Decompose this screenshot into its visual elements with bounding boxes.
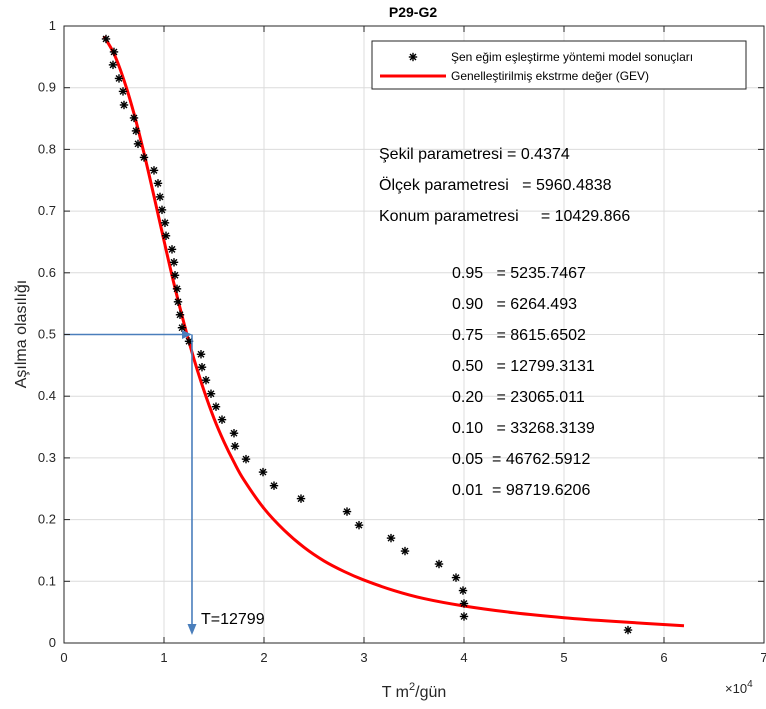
y-tick-label: 0.4	[38, 388, 56, 403]
quantile-line: 0.10 = 33268.3139	[452, 420, 595, 437]
data-point	[201, 375, 211, 385]
x-tick-label: 1	[160, 650, 167, 665]
data-point	[458, 586, 468, 595]
y-tick-label: 0.1	[38, 573, 56, 588]
quantile-line: 0.90 = 6264.493	[452, 296, 577, 313]
x-axis-label: T m2/gün	[382, 681, 447, 701]
quantile-line: 0.05 = 46762.5912	[452, 451, 590, 468]
data-point	[459, 612, 469, 621]
data-point	[160, 218, 170, 228]
data-point	[175, 310, 185, 319]
data-point	[217, 415, 227, 424]
parameter-line: Konum parametresi = 10429.866	[379, 208, 630, 225]
y-tick-label: 0.2	[38, 512, 56, 527]
data-point	[354, 520, 364, 530]
data-point	[623, 625, 633, 635]
data-point	[459, 599, 469, 608]
y-tick-label: 0.3	[38, 450, 56, 465]
y-tick-label: 1	[49, 18, 56, 33]
data-point	[269, 481, 279, 490]
x-tick-label: 6	[660, 650, 667, 665]
data-point	[101, 34, 111, 44]
legend-scatter-marker	[408, 52, 418, 62]
data-point	[149, 166, 159, 175]
data-point	[229, 429, 239, 438]
data-point	[241, 454, 251, 464]
x-tick-label: 4	[460, 650, 467, 665]
data-point	[169, 258, 179, 267]
gev-curve	[102, 35, 685, 628]
legend-scatter-label: Şen eğim eşleştirme yöntemi model sonuçl…	[451, 50, 693, 64]
data-point	[434, 559, 444, 569]
data-point	[131, 126, 141, 136]
x-tick-label: 2	[260, 650, 267, 665]
x-axis-exponent: ×104	[725, 679, 753, 696]
x-tick-label: 3	[360, 650, 367, 665]
y-axis-label: Aşılma olasılığı	[13, 280, 30, 388]
y-tick-label: 0.7	[38, 203, 56, 218]
parameter-line: Şekil parametresi = 0.4374	[379, 146, 570, 163]
quantile-line: 0.50 = 12799.3131	[452, 358, 595, 375]
y-tick-label: 0.8	[38, 141, 56, 156]
data-point	[119, 100, 129, 110]
y-tick-label: 0	[49, 635, 56, 650]
quantile-line: 0.01 = 98719.6206	[452, 482, 590, 499]
data-point	[400, 546, 410, 556]
data-point	[296, 494, 306, 503]
data-point	[451, 573, 461, 582]
data-point	[172, 284, 182, 294]
data-point	[258, 467, 268, 477]
data-point	[211, 402, 221, 411]
data-point	[167, 245, 177, 254]
chart-title: P29-G2	[389, 4, 437, 20]
data-point	[129, 113, 139, 123]
data-point	[206, 389, 216, 398]
parameter-annotations: Şekil parametresi = 0.4374 Ölçek parametr…	[379, 146, 630, 499]
data-point	[109, 47, 119, 57]
data-point	[170, 271, 180, 280]
data-point	[197, 363, 207, 372]
legend-asterisk	[408, 52, 418, 62]
data-point	[108, 60, 118, 70]
data-point	[173, 297, 183, 306]
data-point	[153, 179, 163, 188]
quantile-line: 0.75 = 8615.6502	[452, 327, 586, 344]
arrow-head-right	[181, 330, 192, 339]
data-point	[342, 507, 352, 516]
data-point	[155, 192, 165, 202]
data-point	[196, 350, 206, 359]
data-point	[157, 205, 167, 215]
y-tick-label: 0.9	[38, 80, 56, 95]
gev-curve-layer	[102, 35, 685, 628]
data-point	[161, 231, 171, 240]
y-axis-ticks: 0 0.1 0.2 0.3 0.4 0.5 0.6 0.7 0.8 0.9 1	[38, 18, 764, 650]
arrow-label: T=12799	[201, 611, 265, 628]
x-axis-ticks: 0 1 2 3 4 5 6 7	[60, 26, 766, 665]
y-tick-label: 0.6	[38, 265, 56, 280]
x-tick-label: 5	[560, 650, 567, 665]
data-point	[133, 139, 143, 149]
data-point	[114, 74, 124, 83]
arrow-head-down	[187, 624, 197, 635]
legend-gev-label: Genelleştirilmiş ekstrme değer (GEV)	[451, 69, 649, 83]
arrow-annotation-layer: T=12799	[64, 330, 265, 635]
quantile-line: 0.95 = 5235.7467	[452, 265, 586, 282]
scatter-points-layer	[101, 34, 633, 635]
x-tick-label: 0	[60, 650, 67, 665]
legend: Şen eğim eşleştirme yöntemi model sonuçl…	[371, 40, 747, 90]
y-tick-label: 0.5	[38, 327, 56, 342]
x-tick-label: 7	[760, 650, 766, 665]
data-point	[230, 441, 240, 451]
parameter-line: Ölçek parametresi = 5960.4838	[379, 176, 612, 194]
data-point	[386, 533, 396, 543]
data-point	[118, 87, 128, 96]
legend-box	[371, 40, 747, 90]
quantile-line: 0.20 = 23065.011	[452, 389, 585, 406]
data-point	[139, 153, 149, 162]
